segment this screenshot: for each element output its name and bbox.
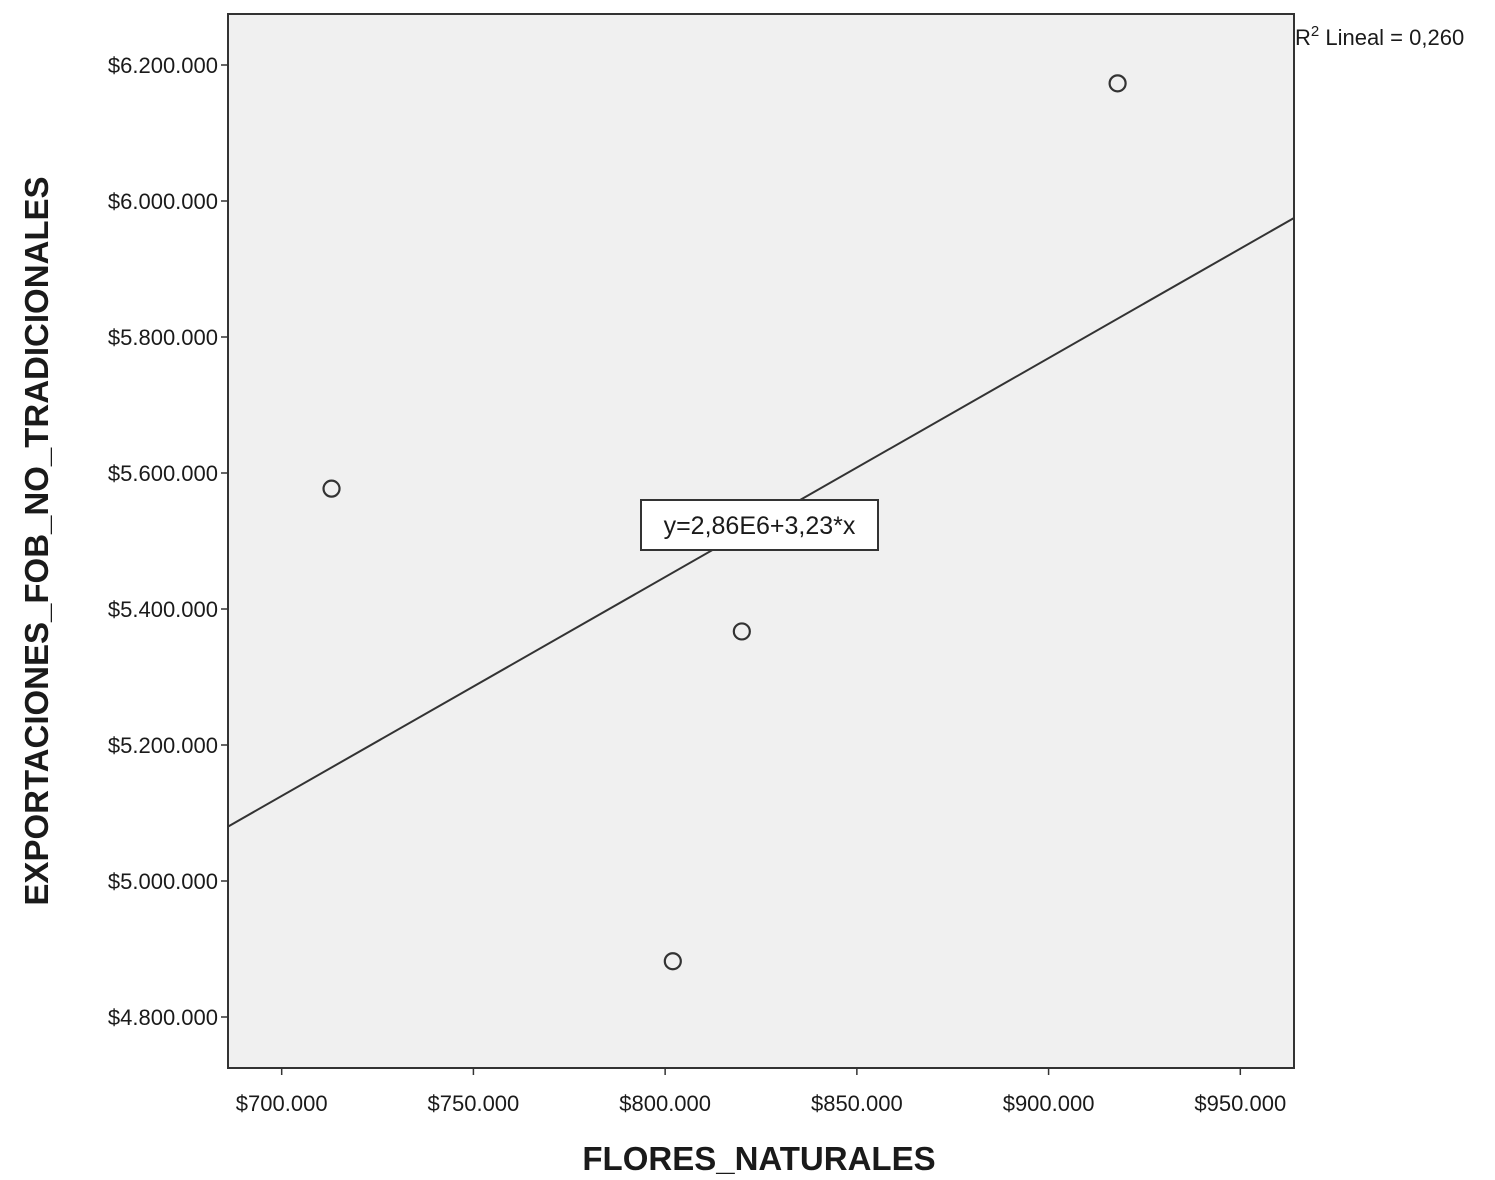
x-axis-title: FLORES_NATURALES (582, 1140, 935, 1177)
y-tick-label: $6.200.000 (108, 53, 218, 78)
x-tick-label: $850.000 (811, 1091, 903, 1116)
y-tick-label: $5.200.000 (108, 733, 218, 758)
x-tick-label: $950.000 (1194, 1091, 1286, 1116)
x-tick-label: $800.000 (619, 1091, 711, 1116)
equation-label-box: y=2,86E6+3,23*x (640, 499, 879, 551)
y-axis-title: EXPORTACIONES_FOB_NO_TRADICIONALES (18, 176, 55, 905)
y-tick-label: $5.800.000 (108, 325, 218, 350)
data-point (663, 952, 682, 971)
y-tick-label: $5.400.000 (108, 597, 218, 622)
data-points (322, 74, 1127, 971)
y-tick-label: $4.800.000 (108, 1005, 218, 1030)
data-point (732, 622, 751, 641)
x-tick-label: $700.000 (236, 1091, 328, 1116)
x-axis: $700.000 $750.000 $800.000 $850.000 $900.000… (236, 1068, 1286, 1116)
equation-label: y=2,86E6+3,23*x (664, 512, 856, 540)
data-point (1108, 74, 1127, 93)
y-axis: $4.800.000 $5.000.000 $5.200.000 $5.400.000… (108, 53, 228, 1030)
x-tick-label: $900.000 (1003, 1091, 1095, 1116)
data-point (322, 479, 341, 498)
y-tick-label: $6.000.000 (108, 189, 218, 214)
y-tick-label: $5.000.000 (108, 869, 218, 894)
x-tick-label: $750.000 (428, 1091, 520, 1116)
r2-label: R2 Lineal = 0,260 (1295, 23, 1464, 50)
y-tick-label: $5.600.000 (108, 461, 218, 486)
